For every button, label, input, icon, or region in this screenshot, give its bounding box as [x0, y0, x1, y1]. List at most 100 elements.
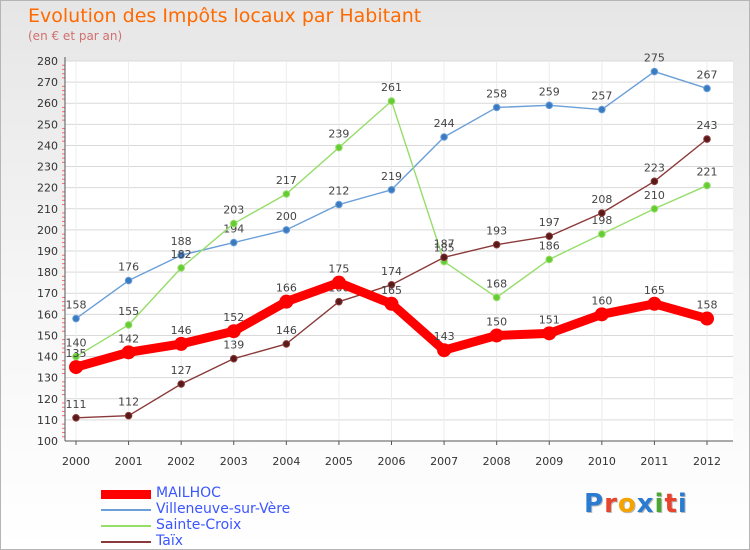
data-point	[384, 296, 399, 311]
data-label: 275	[644, 52, 665, 65]
data-point	[703, 84, 711, 93]
y-tick-label: 230	[37, 161, 58, 174]
data-label: 135	[66, 347, 87, 360]
data-point	[124, 411, 133, 420]
legend-swatch	[101, 541, 151, 543]
legend-swatch	[101, 509, 151, 511]
data-point	[229, 238, 238, 247]
y-tick-label: 240	[37, 139, 58, 152]
data-label: 257	[591, 90, 612, 103]
data-label: 261	[381, 81, 402, 94]
data-label: 197	[539, 216, 560, 229]
data-label: 155	[118, 305, 139, 318]
data-label: 217	[276, 174, 297, 187]
data-point	[69, 360, 83, 375]
data-point	[72, 314, 80, 323]
data-point	[279, 294, 294, 309]
x-tick-label: 2010	[588, 455, 616, 468]
data-label: 151	[539, 313, 560, 326]
y-tick-label: 140	[37, 351, 58, 364]
data-point	[331, 275, 346, 290]
data-point	[492, 293, 501, 302]
data-point	[121, 345, 136, 360]
data-point	[229, 354, 238, 363]
data-label: 140	[66, 337, 87, 350]
data-point	[440, 253, 448, 262]
data-label: 112	[118, 396, 139, 409]
data-point	[335, 200, 343, 209]
data-label: 182	[171, 248, 192, 261]
data-point	[489, 328, 504, 343]
y-tick-label: 180	[37, 266, 58, 279]
data-point	[545, 101, 554, 110]
y-tick-label: 270	[37, 76, 58, 89]
data-label: 212	[328, 185, 349, 198]
data-label: 193	[486, 225, 507, 238]
data-point	[594, 307, 609, 322]
proxiti-logo: Proxiti	[584, 489, 688, 519]
y-tick-label: 250	[37, 118, 58, 131]
y-tick-label: 200	[37, 224, 58, 237]
data-label: 223	[644, 161, 665, 174]
data-label: 221	[697, 166, 718, 179]
legend-label: Villeneuve-sur-Vère	[156, 501, 291, 517]
x-tick-label: 2003	[220, 455, 248, 468]
data-label: 200	[276, 210, 297, 223]
data-label: 244	[434, 117, 455, 130]
data-point	[598, 105, 606, 114]
data-label: 258	[486, 87, 507, 100]
data-point	[700, 311, 714, 326]
data-point	[177, 264, 185, 272]
data-point	[650, 67, 659, 76]
x-tick-label: 2005	[325, 455, 353, 468]
data-point	[124, 321, 133, 329]
data-point	[650, 204, 659, 213]
data-label: 166	[276, 282, 297, 295]
data-point	[226, 324, 241, 339]
data-label: 176	[118, 261, 139, 274]
x-tick-label: 2012	[693, 455, 721, 468]
data-label: 158	[66, 299, 87, 312]
y-tick-label: 130	[37, 372, 58, 385]
legend-label: Taïx	[156, 533, 183, 549]
data-label: 185	[434, 242, 455, 255]
data-point	[703, 135, 711, 143]
data-point	[542, 326, 557, 341]
chart-title: Evolution des Impôts locaux par Habitant	[28, 5, 422, 27]
x-tick-label: 2007	[430, 455, 458, 468]
data-label: 142	[118, 332, 139, 345]
data-label: 158	[697, 299, 718, 312]
data-point	[335, 143, 343, 152]
data-point	[72, 352, 80, 361]
data-point	[124, 276, 133, 285]
y-tick-label: 280	[37, 55, 58, 68]
data-point	[177, 380, 185, 388]
series-villeneuve-sur-v-re: 158 176 188 194 200 212 219 244 258 259 257 275 267	[66, 52, 718, 323]
data-label: 160	[591, 294, 612, 307]
data-label: 210	[644, 189, 665, 202]
data-point	[492, 103, 501, 112]
y-tick-label: 160	[37, 308, 58, 321]
data-point	[387, 97, 396, 105]
data-point	[545, 232, 554, 241]
data-point	[440, 133, 448, 141]
data-label: 219	[381, 170, 402, 183]
data-point	[703, 181, 711, 190]
data-label: 203	[223, 204, 244, 217]
y-tick-label: 110	[37, 414, 58, 427]
y-tick-label: 260	[37, 97, 58, 110]
y-tick-label: 220	[37, 182, 58, 195]
data-point	[335, 297, 343, 306]
x-tick-label: 2002	[167, 455, 195, 468]
data-point	[437, 343, 452, 358]
data-label: 146	[171, 324, 192, 337]
data-point	[282, 340, 291, 348]
data-point	[177, 251, 185, 260]
data-point	[174, 336, 189, 351]
data-point	[650, 177, 659, 186]
x-tick-label: 2009	[535, 455, 563, 468]
y-tick-label: 120	[37, 393, 58, 406]
x-tick-label: 2006	[378, 455, 406, 468]
